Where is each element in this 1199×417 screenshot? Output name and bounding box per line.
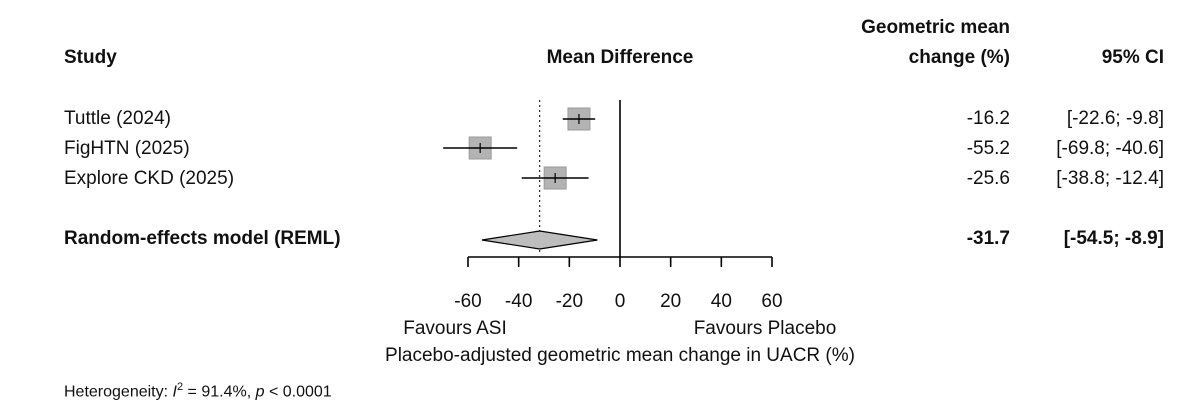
pooled-estimate: -31.7 [966,228,1010,249]
favours-asi-label: Favours ASI [403,318,507,339]
header-study: Study [64,47,117,68]
study-estimate: -25.6 [966,168,1010,189]
header-mean-difference: Mean Difference [546,47,694,68]
i2-value: = 91.4%, [183,383,256,401]
x-tick-label: 40 [711,291,732,312]
pooled-label: Random-effects model (REML) [64,228,341,249]
study-ci: [-22.6; -9.8] [1066,108,1164,129]
favours-placebo-label: Favours Placebo [693,318,837,339]
header-geometric-mean-line2: change (%) [908,47,1010,68]
x-tick-label: -60 [454,291,481,312]
pooled-estimate-diamond [481,230,598,250]
pooled-ci: [-54.5; -8.9] [1063,228,1164,249]
x-tick-label: -20 [556,291,583,312]
study-label: FigHTN (2025) [64,138,190,159]
study-estimate: -55.2 [966,138,1010,159]
x-tick-label: 0 [615,291,626,312]
x-axis-title: Placebo-adjusted geometric mean change i… [385,345,855,366]
study-label: Explore CKD (2025) [64,168,235,189]
header-95ci: 95% CI [1101,47,1164,68]
heterogeneity-note: Heterogeneity: I2 = 91.4%, p < 0.0001 [64,377,332,402]
header-geometric-mean-line1: Geometric mean [861,17,1010,38]
heterogeneity-label: Heterogeneity: [64,383,169,401]
i2-superscript: 2 [176,381,184,393]
study-estimate: -16.2 [966,108,1010,129]
i2-symbol: I [172,383,177,401]
study-label: Tuttle (2024) [64,108,172,129]
study-ci: [-69.8; -40.6] [1056,138,1164,159]
x-tick-label: 20 [660,291,681,312]
study-ci: [-38.8; -12.4] [1056,168,1164,189]
x-tick-label: -40 [505,291,532,312]
p-symbol: p [255,383,265,401]
x-tick-label: 60 [761,291,782,312]
p-value: < 0.0001 [264,383,332,401]
